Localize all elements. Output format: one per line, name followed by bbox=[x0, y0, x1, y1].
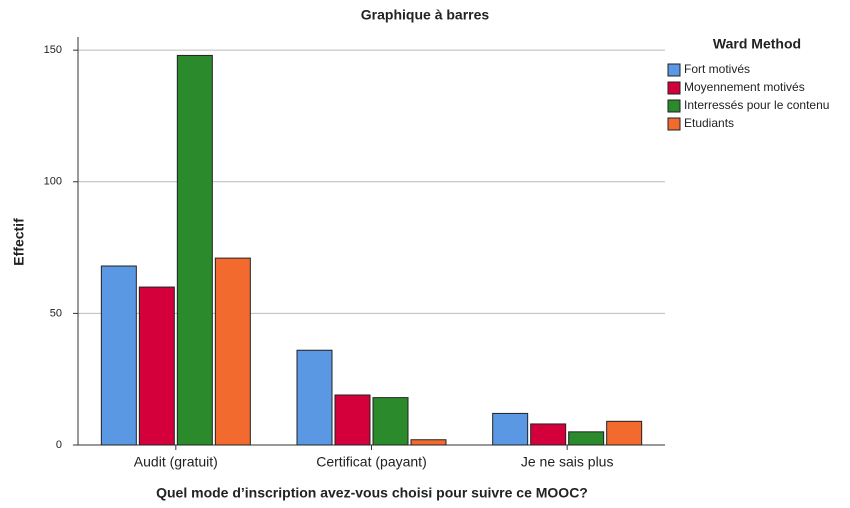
legend-label: Etudiants bbox=[684, 116, 734, 130]
legend-label: Fort motivés bbox=[684, 62, 750, 76]
legend-swatch bbox=[667, 81, 681, 95]
bar bbox=[296, 349, 333, 446]
legend-label: Interressés pour le contenu bbox=[684, 98, 829, 112]
chart-title: Graphique à barres bbox=[361, 7, 490, 23]
bar bbox=[492, 412, 529, 446]
legend-swatch bbox=[667, 99, 681, 113]
x-tick-label: Audit (gratuit) bbox=[134, 454, 218, 470]
legend-swatch bbox=[667, 117, 681, 131]
y-tick-label: 100 bbox=[44, 176, 62, 188]
legend-label: Moyennement motivés bbox=[684, 80, 805, 94]
bar bbox=[334, 394, 371, 446]
y-axis-label: Effectif bbox=[11, 218, 27, 266]
bar bbox=[410, 439, 447, 446]
x-tick-label: Certificat (payant) bbox=[316, 454, 426, 470]
x-axis-label: Quel mode d’inscription avez-vous choisi… bbox=[156, 485, 588, 501]
bar bbox=[138, 286, 175, 446]
x-tick-label: Je ne sais plus bbox=[521, 454, 614, 470]
bar bbox=[530, 423, 567, 446]
y-tick-label: 0 bbox=[56, 439, 62, 451]
legend-swatch bbox=[667, 63, 681, 77]
y-tick-label: 50 bbox=[50, 307, 62, 319]
bar bbox=[176, 54, 213, 446]
bar bbox=[568, 431, 605, 446]
bar bbox=[100, 265, 137, 446]
bar bbox=[372, 397, 409, 446]
bar bbox=[214, 257, 251, 446]
bar bbox=[606, 420, 643, 446]
y-tick-label: 150 bbox=[44, 44, 62, 56]
legend-title: Ward Method bbox=[713, 36, 801, 52]
